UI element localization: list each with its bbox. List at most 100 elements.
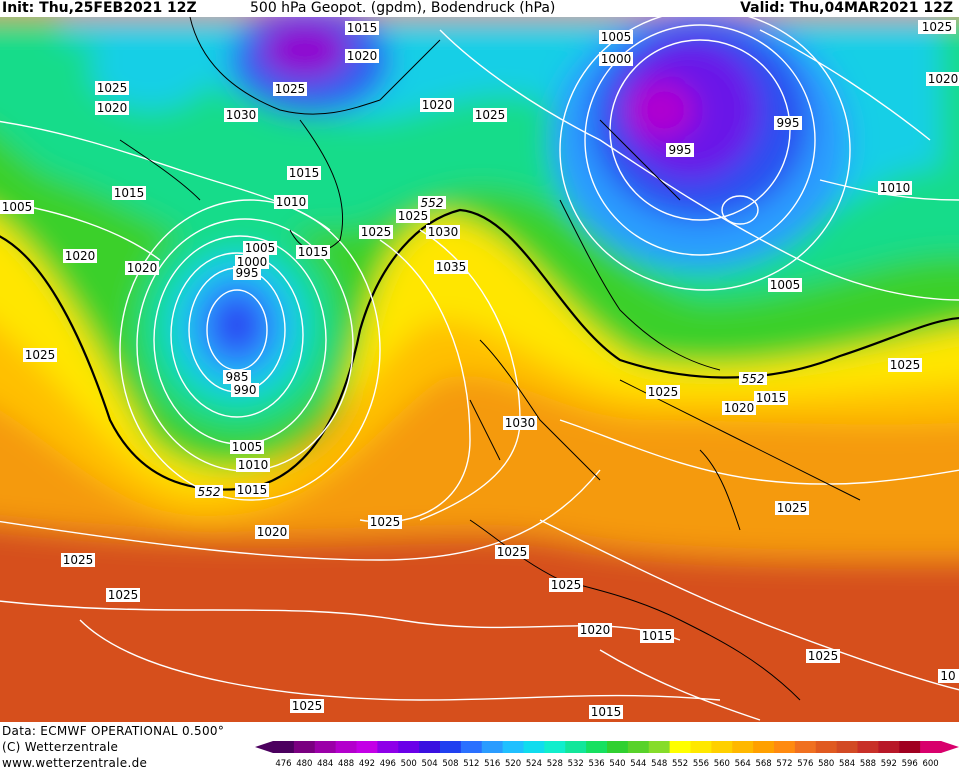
svg-text:1005: 1005 xyxy=(232,440,263,454)
legend-swatch xyxy=(836,741,858,753)
isobar-label: 1015 xyxy=(754,391,788,405)
legend-value: 584 xyxy=(839,759,855,769)
legend-value: 536 xyxy=(588,759,604,769)
legend-value: 496 xyxy=(380,759,396,769)
legend-swatch xyxy=(314,741,337,753)
svg-text:1025: 1025 xyxy=(97,81,128,95)
svg-text:1005: 1005 xyxy=(2,200,33,214)
svg-text:1025: 1025 xyxy=(398,209,429,223)
isobar-label: 1025 xyxy=(396,209,430,223)
svg-text:1025: 1025 xyxy=(361,225,392,239)
legend-value: 480 xyxy=(296,759,312,769)
svg-text:1020: 1020 xyxy=(928,72,959,86)
svg-text:995: 995 xyxy=(669,143,692,157)
legend-value: 484 xyxy=(317,759,333,769)
legend-value: 568 xyxy=(755,759,771,769)
isobar-label: 1020 xyxy=(95,101,129,115)
isobar-label: 1025 xyxy=(646,385,680,399)
svg-text:1005: 1005 xyxy=(245,241,276,255)
isobar-label: 1010 xyxy=(878,181,912,195)
legend-value: 528 xyxy=(547,759,563,769)
legend-swatch xyxy=(440,741,462,753)
isobar-label: 1020 xyxy=(578,623,612,637)
init-time-label: Init: Thu,25FEB2021 12Z xyxy=(2,0,197,16)
legend-swatch xyxy=(920,741,942,753)
svg-text:552: 552 xyxy=(198,485,221,499)
isobar-label: 1030 xyxy=(224,108,258,122)
website-link[interactable]: www.wetterzentrale.de xyxy=(2,756,148,770)
svg-text:1020: 1020 xyxy=(724,401,755,415)
svg-text:1005: 1005 xyxy=(601,30,632,44)
svg-text:1025: 1025 xyxy=(808,649,839,663)
legend-arrow-left xyxy=(255,741,273,753)
svg-text:1010: 1010 xyxy=(276,195,307,209)
svg-text:1015: 1015 xyxy=(289,166,320,180)
isobar-label: 1005 xyxy=(599,30,633,44)
svg-text:1015: 1015 xyxy=(298,245,329,259)
legend-value: 592 xyxy=(881,759,897,769)
svg-text:1030: 1030 xyxy=(428,225,459,239)
isobar-label: 1025 xyxy=(290,699,324,713)
svg-text:10: 10 xyxy=(940,669,955,683)
svg-text:1020: 1020 xyxy=(65,249,96,263)
legend-swatch xyxy=(293,741,316,753)
legend-value: 492 xyxy=(359,759,375,769)
height-label-552: 552 xyxy=(418,196,446,210)
isobar-label: 985 xyxy=(223,370,251,384)
isobar-label: 1005 xyxy=(768,278,802,292)
svg-text:1025: 1025 xyxy=(475,108,506,122)
weather-map: 1015 1020 1025 1030 1025 1020 1005 1000 … xyxy=(0,17,959,722)
isobar-label: 1025 xyxy=(273,82,307,96)
valid-time-label: Valid: Thu,04MAR2021 12Z xyxy=(740,0,953,16)
isobar-label: 1025 xyxy=(806,649,840,663)
svg-text:995: 995 xyxy=(777,116,800,130)
svg-text:1025: 1025 xyxy=(497,545,528,559)
isobar-label: 1020 xyxy=(63,249,97,263)
legend-value: 572 xyxy=(776,759,792,769)
svg-text:985: 985 xyxy=(226,370,249,384)
height-label-552: 552 xyxy=(195,485,223,499)
svg-text:1010: 1010 xyxy=(238,458,269,472)
legend-swatch xyxy=(627,741,650,753)
legend-swatch xyxy=(460,741,483,753)
isobar-label: 1025 xyxy=(61,553,95,567)
isobar-label: 10 xyxy=(938,669,959,683)
geopotential-field: 1015 1020 1025 1030 1025 1020 1005 1000 … xyxy=(0,17,959,722)
svg-text:1015: 1015 xyxy=(114,186,145,200)
svg-text:1015: 1015 xyxy=(756,391,787,405)
height-labels: 552 552 552 xyxy=(195,196,767,499)
legend-swatch xyxy=(523,741,545,753)
svg-text:1025: 1025 xyxy=(777,501,808,515)
svg-text:1025: 1025 xyxy=(25,348,56,362)
legend-value: 552 xyxy=(672,759,688,769)
legend-swatch xyxy=(878,741,900,753)
legend-swatch xyxy=(899,741,921,753)
svg-text:1035: 1035 xyxy=(436,260,467,274)
legend-swatch xyxy=(669,741,691,753)
height-label-552: 552 xyxy=(739,372,767,386)
legend-swatch xyxy=(586,741,608,753)
legend-value: 596 xyxy=(902,759,918,769)
svg-text:1030: 1030 xyxy=(226,108,257,122)
legend-value: 600 xyxy=(922,759,938,769)
svg-text:1025: 1025 xyxy=(370,515,401,529)
isobar-label: 1025 xyxy=(549,578,583,592)
isobar-label: 1025 xyxy=(23,348,57,362)
isobar-labels: 1015 1020 1025 1030 1025 1020 1005 1000 … xyxy=(0,20,959,719)
legend-swatch xyxy=(377,741,399,753)
svg-text:552: 552 xyxy=(421,196,444,210)
svg-text:1005: 1005 xyxy=(770,278,801,292)
isobar-label: 1020 xyxy=(420,98,454,112)
isobar-label: 1025 xyxy=(888,358,922,372)
isobar-label: 1025 xyxy=(368,515,402,529)
svg-text:1010: 1010 xyxy=(880,181,911,195)
isobar-label: 1020 xyxy=(255,525,289,539)
legend-swatch xyxy=(565,741,587,753)
svg-text:1000: 1000 xyxy=(601,52,632,66)
svg-text:1020: 1020 xyxy=(580,623,611,637)
legend-value: 532 xyxy=(568,759,584,769)
svg-text:1015: 1015 xyxy=(347,21,378,35)
svg-text:1025: 1025 xyxy=(292,699,323,713)
legend-value: 508 xyxy=(442,759,458,769)
isobar-label: 1025 xyxy=(95,81,129,95)
